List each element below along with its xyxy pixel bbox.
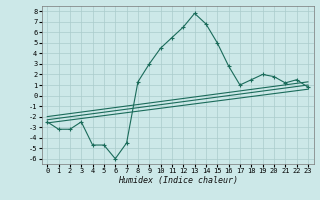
X-axis label: Humidex (Indice chaleur): Humidex (Indice chaleur) [118, 176, 237, 185]
